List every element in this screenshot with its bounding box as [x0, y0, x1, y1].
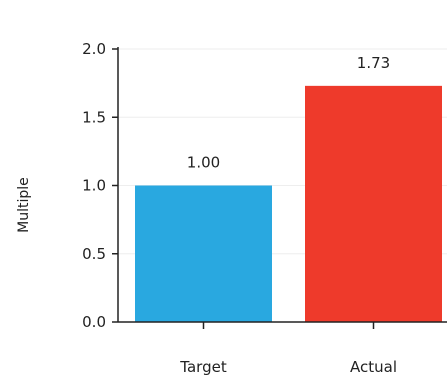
bar-value-label: 1.00: [187, 154, 220, 172]
bars: [135, 85, 442, 322]
bar-value-label: 1.73: [357, 54, 390, 72]
bar: [135, 185, 272, 322]
y-tick-label: 0.5: [82, 245, 106, 263]
labels: 0.0 0.5 1.0 1.5 2.0 1.00 Target 1.73 Actual: [82, 40, 397, 376]
axes: [112, 47, 447, 329]
y-tick-label: 1.0: [82, 177, 106, 195]
x-tick-label: Actual: [350, 358, 397, 376]
bar: [305, 85, 442, 322]
x-tick-label: Target: [179, 358, 227, 376]
y-axis-title: Multiple: [16, 177, 32, 233]
y-tick-label: 1.5: [82, 108, 106, 126]
y-tick-label: 2.0: [82, 40, 106, 58]
y-tick-label: 0.0: [82, 313, 106, 331]
